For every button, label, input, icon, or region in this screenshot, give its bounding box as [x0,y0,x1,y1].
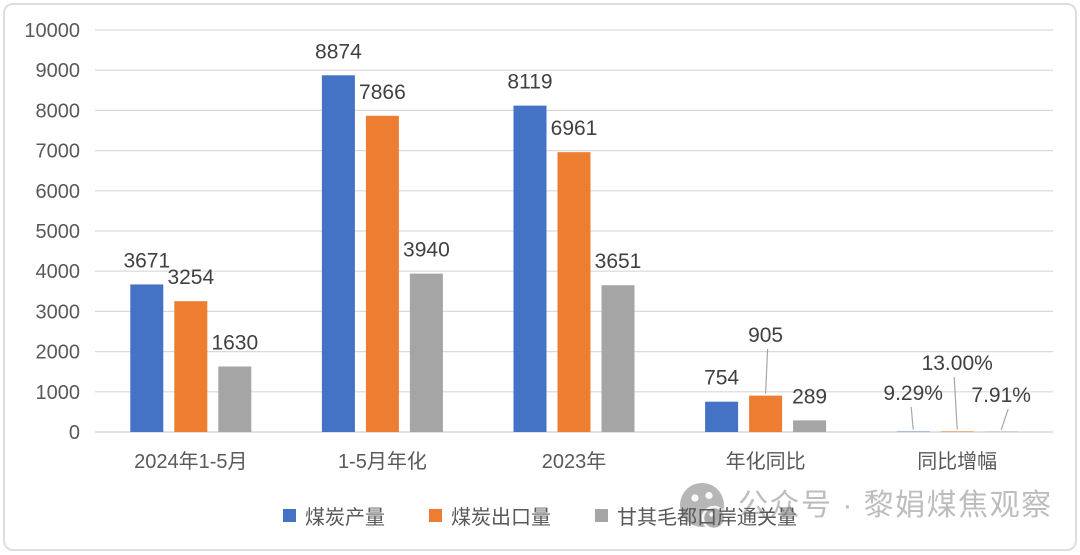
y-tick-label: 3000 [36,301,81,323]
data-label: 754 [704,367,739,390]
label-leader-line [1000,408,1009,430]
bar-煤炭产量-2023年 [513,105,547,432]
data-label: 289 [792,385,827,408]
legend-item: 煤炭出口量 [429,501,551,530]
bar-煤炭产量-年化同比 [705,401,739,432]
legend-label: 甘其毛都口岸通关量 [617,506,797,529]
y-tick-label: 1000 [36,382,81,404]
data-label: 9.29% [883,382,943,405]
y-tick-label: 0 [69,422,80,444]
bar-甘其毛都口岸通关量-2024年1-5月 [218,366,252,432]
label-leader-line [953,376,958,430]
data-label: 905 [748,324,783,347]
data-label: 7.91% [971,384,1031,407]
data-label: 13.00% [922,352,993,375]
y-tick-label: 2000 [36,342,81,364]
bar-煤炭出口量-2023年 [557,152,591,433]
data-label: 1630 [211,331,258,354]
legend-label: 煤炭产量 [305,506,385,529]
bar-煤炭出口量-年化同比 [749,395,783,432]
legend-swatch-icon [595,508,608,522]
legend-swatch-icon [429,508,442,522]
data-label: 3940 [403,239,450,262]
bar-煤炭出口量-同比增幅 [940,431,974,432]
legend-swatch-icon [283,508,296,522]
legend-item: 甘其毛都口岸通关量 [595,501,797,530]
data-label: 8119 [507,71,552,94]
y-tick-label: 5000 [36,221,81,243]
data-label: 3254 [167,266,214,289]
data-label: 3671 [123,249,170,272]
y-tick-label: 8000 [36,100,81,122]
x-axis-label: 年化同比 [726,450,806,473]
data-label: 8874 [315,40,362,63]
y-tick-label: 10000 [24,20,80,42]
y-tick-label: 7000 [36,141,81,163]
bar-甘其毛都口岸通关量-1-5月年化 [409,273,443,432]
bar-甘其毛都口岸通关量-2023年 [601,285,635,432]
x-axis-label: 2023年 [542,450,607,473]
bar-煤炭产量-1-5月年化 [321,75,355,432]
label-leader-line [910,406,914,430]
legend-label: 煤炭出口量 [451,506,551,529]
legend-item: 煤炭产量 [283,501,385,530]
x-axis-label: 2024年1-5月 [134,450,247,473]
bar-煤炭产量-2024年1-5月 [130,284,164,432]
y-tick-label: 4000 [36,261,81,283]
data-label: 3651 [595,250,642,273]
data-label: 7866 [359,81,406,104]
bar-煤炭出口量-1-5月年化 [365,115,399,432]
x-axis-label: 同比增幅 [917,450,997,473]
data-label: 6961 [551,117,598,140]
chart-legend: 煤炭产量 煤炭出口量 甘其毛都口岸通关量 [0,501,1080,529]
bar-甘其毛都口岸通关量-年化同比 [793,420,827,432]
bar-煤炭出口量-2024年1-5月 [174,301,208,432]
y-tick-label: 9000 [36,60,81,82]
y-tick-label: 6000 [36,181,81,203]
label-leader-line [765,348,769,394]
x-axis-label: 1-5月年化 [338,450,427,473]
